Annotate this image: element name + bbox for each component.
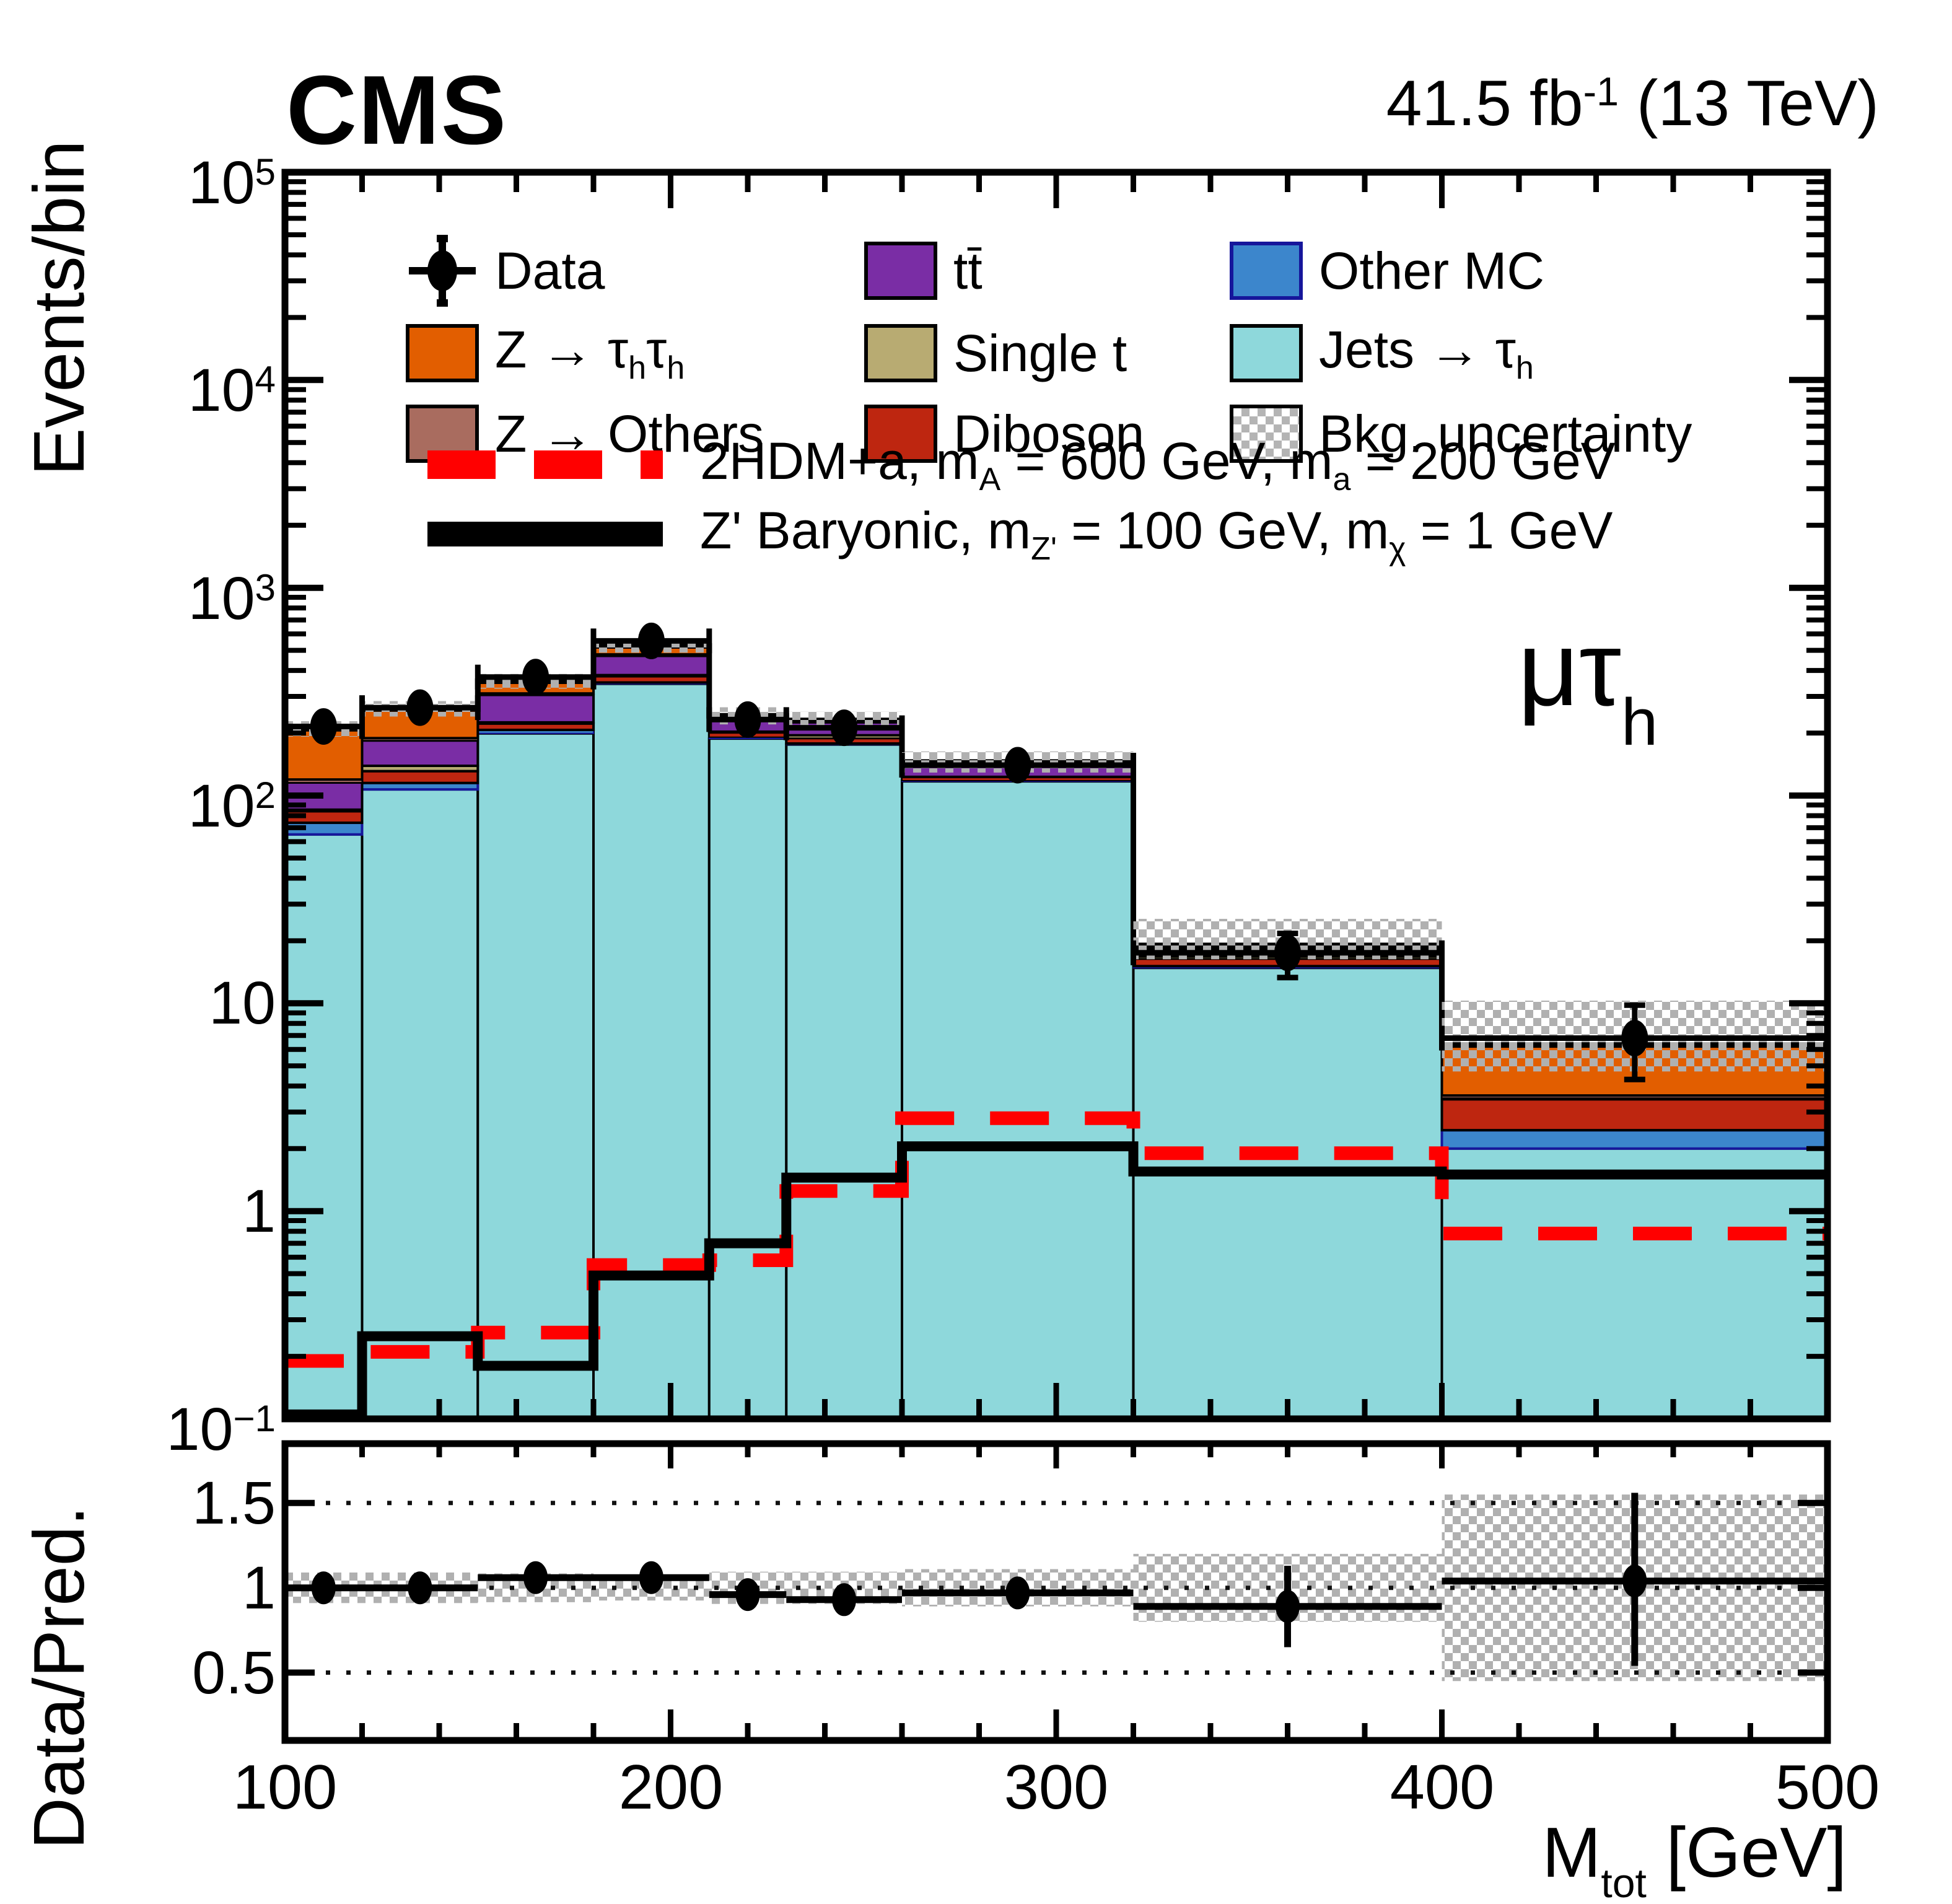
legend-item: Data <box>406 234 605 308</box>
legend-swatch <box>864 324 937 382</box>
legend-swatch-hatch <box>1230 405 1303 463</box>
luminosity-label: 41.5 fb-1 (13 TeV) <box>1386 68 1879 139</box>
data-marker <box>1621 1020 1648 1056</box>
bar-segment <box>1440 1147 1829 1420</box>
legend-item: Jets → τh <box>1230 316 1534 390</box>
main-frame <box>281 169 1831 1423</box>
signal-legend-label: Z' Baryonic, mZ' = 100 GeV, mχ = 1 GeV <box>700 501 1613 568</box>
legend-item: Z → Others <box>406 397 764 471</box>
bar-segment <box>707 737 788 1420</box>
ratio-marker <box>1276 1590 1300 1623</box>
legend-label: Single t <box>953 323 1127 382</box>
legend-item: tt̄ <box>864 234 983 308</box>
signal-line-solid <box>285 1141 1827 1419</box>
data-marker <box>1004 747 1031 784</box>
bar-segment <box>361 739 479 768</box>
bar-segment <box>1132 967 1443 1420</box>
data-marker <box>310 708 337 745</box>
main-y-tick-label: 104 <box>188 356 276 424</box>
legend-item: Diboson <box>864 397 1144 471</box>
main-y-tick-label: 105 <box>188 149 276 217</box>
legend-item: Bkg. uncertainty <box>1230 397 1692 471</box>
data-marker <box>734 701 761 738</box>
main-plot-svg <box>281 169 1831 1423</box>
legend-label: Bkg. uncertainty <box>1319 404 1692 463</box>
bar-segment <box>785 743 904 1421</box>
ratio-marker <box>311 1571 336 1605</box>
bar-segment <box>476 693 595 724</box>
data-marker <box>637 622 665 659</box>
bar-segment <box>1440 1129 1829 1150</box>
cms-logo-text: CMS <box>286 56 508 165</box>
x-tick-label: 200 <box>618 1753 724 1822</box>
bar-segment <box>361 770 479 784</box>
signal-legend-item: 2HDM+a, mA = 600 GeV, ma = 200 GeV <box>427 428 1616 502</box>
legend-label: tt̄ <box>953 241 983 300</box>
ratio-plot-svg <box>281 1440 1831 1744</box>
x-tick-label: 500 <box>1775 1753 1880 1822</box>
x-tick-label: 400 <box>1390 1753 1495 1822</box>
main-y-tick-label: 10 <box>209 969 276 1037</box>
ratio-points <box>285 1493 1827 1666</box>
x-axis-title: MtotT [GeV] <box>1542 1814 1847 1904</box>
ratio-marker <box>735 1578 760 1612</box>
legend-label: Z → τhτh <box>495 320 685 387</box>
main-y-tick-label: 10−1 <box>166 1395 276 1463</box>
signal-line-icon <box>427 522 663 546</box>
data-marker <box>831 709 858 747</box>
legend-swatch <box>1230 242 1303 300</box>
legend-label: Other MC <box>1319 241 1545 300</box>
ratio-marker <box>832 1583 857 1617</box>
main-y-tick-label: 103 <box>188 564 276 633</box>
legend-item: Z → τhτh <box>406 316 685 390</box>
data-points <box>282 622 1831 1082</box>
bar-segment <box>284 833 364 1420</box>
legend-item: Other MC <box>1230 234 1544 308</box>
ratio-y-tick-label: 0.5 <box>192 1639 276 1706</box>
bar-segment <box>592 682 711 1421</box>
data-marker <box>1274 934 1301 972</box>
ratio-frame <box>281 1440 1831 1744</box>
legend-item: Single t <box>864 316 1127 390</box>
ratio-y-tick-label: 1 <box>242 1554 276 1621</box>
signal-line-icon <box>427 450 663 479</box>
ratio-marker <box>1005 1576 1030 1610</box>
bar-segment <box>592 675 711 684</box>
legend-label: Jets → τh <box>1319 320 1534 387</box>
ratio-y-tick-label: 1.5 <box>192 1469 276 1537</box>
channel-label: μτh <box>1518 609 1658 759</box>
bar-segment <box>476 732 595 1420</box>
stacked-bars <box>284 644 1829 1421</box>
legend-swatch <box>864 242 937 300</box>
signal-legend-label: 2HDM+a, mA = 600 GeV, ma = 200 GeV <box>700 431 1616 498</box>
signal-line-dashed <box>285 1111 1827 1368</box>
x-tick-label: 300 <box>1004 1753 1109 1822</box>
signal-legend-item: Z' Baryonic, mZ' = 100 GeV, mχ = 1 GeV <box>427 497 1613 571</box>
x-tick-label: 100 <box>232 1753 338 1822</box>
bar-segment <box>476 722 595 732</box>
ratio-marker <box>639 1561 663 1594</box>
legend-label: Diboson <box>953 404 1145 463</box>
bar-segment <box>361 788 479 1420</box>
bar-segment <box>1440 1098 1829 1132</box>
ratio-marker <box>523 1561 548 1594</box>
main-y-tick-label: 1 <box>242 1177 276 1245</box>
main-y-tick-label: 102 <box>188 772 276 840</box>
bar-segment <box>901 780 1135 1420</box>
data-marker <box>406 689 434 726</box>
legend-swatch <box>1230 324 1303 382</box>
ratio-marker <box>1622 1564 1647 1598</box>
legend-label: Data <box>495 241 605 300</box>
data-marker-icon <box>409 235 476 307</box>
data-marker <box>522 659 549 696</box>
ratio-marker <box>408 1571 432 1605</box>
legend-swatch <box>406 324 479 382</box>
legend-swatch <box>864 405 937 463</box>
